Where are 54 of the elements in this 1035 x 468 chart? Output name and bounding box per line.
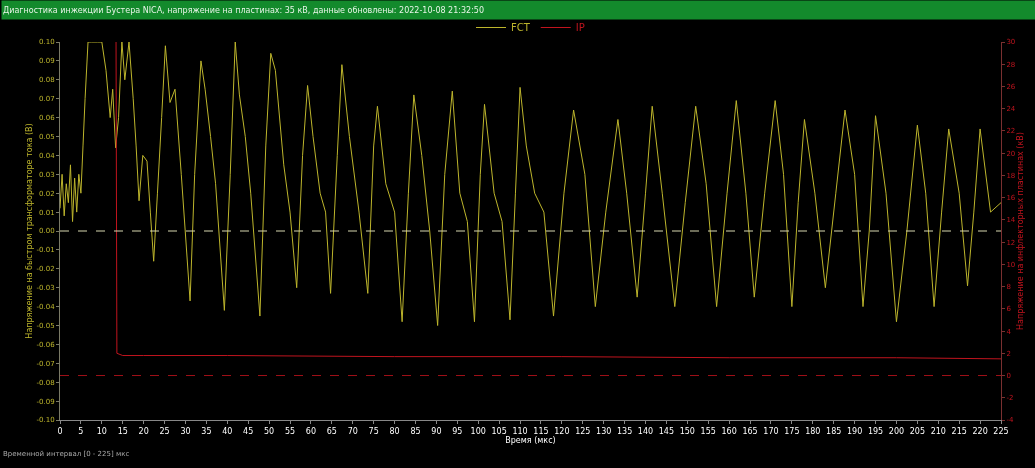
x-tick-label: 60: [305, 426, 317, 436]
x-tick-label: 165: [742, 426, 758, 436]
x-tick-label: 155: [700, 426, 716, 436]
x-tick-label: 95: [452, 426, 463, 436]
line-series: [115, 42, 1001, 360]
x-tick-label: 190: [846, 426, 863, 436]
x-tick-label: 90: [431, 426, 442, 436]
x-tick-label: 40: [222, 426, 233, 436]
x-tick-label: 20: [138, 426, 149, 436]
x-tick-label: 100: [470, 426, 486, 436]
x-tick-label: 200: [888, 426, 905, 436]
y2-axis-title: Напряжение на инфлекторных пластинах (кВ): [1015, 132, 1025, 330]
line-series: [60, 42, 1001, 326]
x-tick-label: 180: [805, 426, 821, 436]
x-tick-label: 210: [930, 426, 946, 436]
x-tick-label: 145: [658, 426, 675, 436]
x-tick-label: 175: [784, 426, 800, 436]
x-tick-label: 15: [117, 426, 128, 436]
x-tick-label: 110: [512, 426, 528, 436]
x-tick-label: 195: [867, 426, 884, 436]
x-tick-label: 10: [96, 426, 107, 436]
x-tick-label: 185: [826, 426, 842, 436]
x-tick-label: 30: [180, 426, 191, 436]
legend-label: IP: [575, 22, 585, 34]
x-tick-label: 135: [616, 426, 633, 436]
x-tick-label: 65: [326, 426, 337, 436]
x-tick-label: 215: [951, 426, 967, 436]
x-axis-title: Время (мкс): [505, 435, 556, 445]
legend-label: FCT: [511, 22, 531, 34]
x-tick-label: 55: [284, 426, 296, 436]
x-tick-label: 130: [596, 426, 612, 436]
x-tick-label: 140: [637, 426, 654, 436]
x-tick-label: 120: [554, 426, 570, 436]
y-axis-title: Напряжение на быстром трансформаторе тока (В): [25, 123, 35, 339]
x-tick-label: 125: [575, 426, 591, 436]
x-tick-label: 5: [78, 426, 84, 436]
x-tick-label: 80: [389, 426, 400, 436]
x-tick-label: 85: [410, 426, 421, 436]
x-tick-label: 70: [347, 426, 358, 436]
x-tick-label: 225: [993, 426, 1009, 436]
x-tick-label: 170: [763, 426, 779, 436]
x-tick-label: 220: [972, 426, 988, 436]
x-tick-label: 35: [201, 426, 212, 436]
x-tick-label: 45: [243, 426, 254, 436]
x-tick-label: 105: [491, 426, 507, 436]
x-tick-label: 25: [159, 426, 170, 436]
x-tick-label: 160: [721, 426, 737, 436]
x-tick-label: 0: [57, 426, 63, 436]
x-tick-label: 75: [368, 426, 379, 436]
x-tick-label: 50: [264, 426, 275, 436]
x-tick-label: 115: [533, 426, 549, 436]
x-tick-label: 205: [909, 426, 925, 436]
x-tick-label: 150: [679, 426, 695, 436]
chart-title: Диагностика инжекции Бустера NICA, напряжение на пластинах: 35 кВ, данные обновлены: 2022-10-08 21:32:50: [3, 5, 485, 15]
